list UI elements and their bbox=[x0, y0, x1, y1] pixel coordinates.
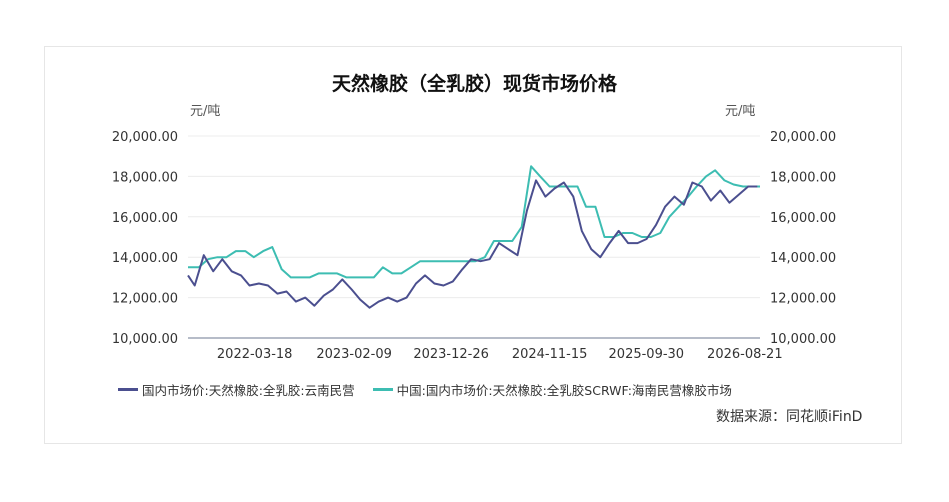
series-line-yunnan bbox=[187, 179, 758, 309]
chart-title: 天然橡胶（全乳胶）现货市场价格 bbox=[331, 73, 617, 95]
chart-card bbox=[44, 46, 902, 444]
legend-label-yunnan: 国内市场价:天然橡胶:全乳胶:云南民营 bbox=[142, 383, 355, 398]
legend: 国内市场价:天然橡胶:全乳胶:云南民营 中国:国内市场价:天然橡胶:全乳胶SCR… bbox=[118, 380, 750, 399]
y-tick-label-right: 12,000.00 bbox=[770, 292, 836, 307]
legend-item-yunnan[interactable]: 国内市场价:天然橡胶:全乳胶:云南民营 bbox=[118, 380, 355, 399]
x-tick-label: 2022-03-18 bbox=[217, 347, 293, 362]
y-tick-label-left: 14,000.00 bbox=[112, 251, 178, 266]
y-tick-label-right: 20,000.00 bbox=[770, 130, 836, 145]
y-tick-label-left: 18,000.00 bbox=[112, 170, 178, 185]
y-axis-left: 20,000.00 18,000.00 16,000.00 14,000.00 12,0… bbox=[112, 130, 178, 347]
gridlines bbox=[188, 135, 760, 299]
y-tick-label-left: 16,000.00 bbox=[112, 211, 178, 226]
legend-swatch-yunnan bbox=[118, 388, 138, 391]
x-axis-ticks: 2022-03-18 2023-02-09 2023-12-26 2024-11-15… bbox=[217, 347, 783, 362]
x-tick-label: 2024-11-15 bbox=[512, 347, 588, 362]
series-lines bbox=[187, 165, 760, 309]
legend-item-hainan[interactable]: 中国:国内市场价:天然橡胶:全乳胶SCRWF:海南民营橡胶市场 bbox=[372, 380, 732, 399]
y-tick-label-right: 16,000.00 bbox=[770, 211, 836, 226]
legend-swatch-hainan bbox=[372, 388, 393, 391]
y-tick-label-left: 10,000.00 bbox=[112, 332, 178, 347]
y-axis-unit-right: 元/吨 bbox=[725, 104, 756, 119]
y-tick-label-left: 12,000.00 bbox=[112, 292, 178, 307]
x-tick-label: 2023-12-26 bbox=[413, 347, 489, 362]
y-axis-unit-left: 元/吨 bbox=[190, 104, 221, 119]
y-tick-label-right: 14,000.00 bbox=[770, 251, 836, 266]
x-tick-label: 2023-02-09 bbox=[316, 347, 392, 362]
y-tick-label-left: 20,000.00 bbox=[112, 130, 178, 145]
series-line-hainan bbox=[188, 165, 760, 279]
y-tick-label-right: 18,000.00 bbox=[770, 170, 836, 185]
legend-label-hainan: 中国:国内市场价:天然橡胶:全乳胶SCRWF:海南民营橡胶市场 bbox=[396, 383, 732, 398]
y-tick-label-right: 10,000.00 bbox=[770, 332, 836, 347]
data-source: 数据来源：同花顺iFinD bbox=[716, 409, 863, 425]
x-tick-label: 2026-08-21 bbox=[707, 347, 783, 362]
y-axis-right: 20,000.00 18,000.00 16,000.00 14,000.00 12,0… bbox=[770, 130, 836, 347]
x-tick-label: 2025-09-30 bbox=[609, 347, 685, 362]
